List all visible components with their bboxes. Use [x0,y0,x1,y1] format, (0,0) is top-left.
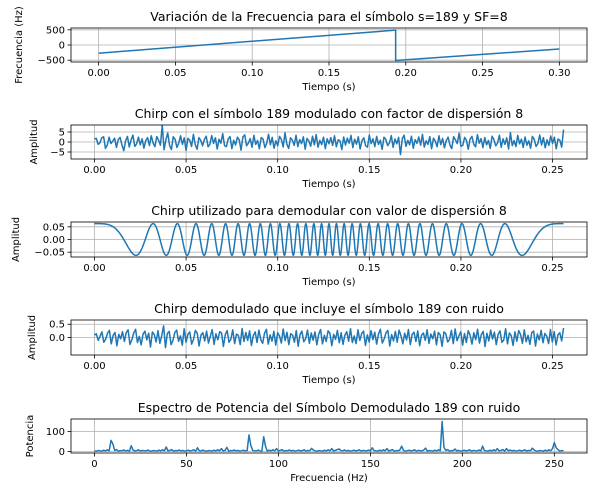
x-tick-label: 0.05 [175,263,197,274]
chart-title: Chirp con el símbolo 189 modulado con fa… [135,106,524,121]
series-line [98,29,560,62]
x-tick-label: 0.15 [318,68,340,79]
y-tick-label: −500 [38,56,65,67]
y-axis-label: Potencia [25,415,36,458]
x-axis-label: Tiempo (s) [301,82,355,93]
x-tick-label: 100 [269,459,288,470]
axes-frame [70,319,588,356]
y-tick-label: 0 [59,447,65,458]
subplot-2: 0.00 0.05 0.10 0.15 0.20 0.25 −505 Chirp con el… [29,106,588,190]
y-axis-label: Amplitud [29,119,40,164]
x-tick-label: 0.30 [548,68,570,79]
axes-frame [70,124,588,160]
y-axis-label: Amplitud [27,315,38,360]
x-tick-label: 0.10 [267,361,289,372]
x-tick-label: 250 [545,459,564,470]
x-tick-label: 0.20 [450,165,472,176]
chart-title: Variación de la Frecuencia para el símbo… [150,9,507,24]
y-tick-label: 0.0 [49,333,65,344]
y-tick-label: 500 [46,25,65,36]
axes-frame [70,418,588,454]
series-line [94,420,564,452]
chart-title: Chirp demodulado que incluye el símbolo … [154,301,504,316]
x-axis-label: Tiempo (s) [301,277,355,288]
x-tick-label: 0.15 [358,165,380,176]
x-tick-label: 0.00 [83,263,105,274]
subplot-4: 0.00 0.05 0.10 0.15 0.20 0.25 0.0 0.5 Chirp demo… [27,301,588,386]
x-tick-label: 0.15 [358,361,380,372]
x-tick-label: 0.20 [450,361,472,372]
y-tick-label: −5 [50,148,65,159]
axes-frame [70,221,588,258]
y-tick-label: 5 [59,128,65,139]
x-tick-label: 0.25 [471,68,493,79]
y-tick-label: 100 [46,427,65,438]
y-axis-label: Amplitud [11,217,22,262]
series-line [94,222,564,257]
x-tick-label: 0.25 [541,361,563,372]
x-tick-label: 0.20 [450,263,472,274]
y-tick-label: 0.00 [43,235,65,246]
x-tick-label: 200 [453,459,472,470]
y-tick-label: 0.05 [43,222,65,233]
subplot-3: 0.00 0.05 0.10 0.15 0.20 0.25 −0.05 0.00 0.05 Chi… [11,203,588,288]
y-tick-label: 0 [59,138,65,149]
x-tick-label: 0.10 [267,165,289,176]
chart-title: Espectro de Potencia del Símbolo Demodul… [138,400,521,415]
x-tick-label: 0.00 [83,165,105,176]
y-tick-label: 0 [59,41,65,52]
y-tick-label: 0.5 [49,320,65,331]
x-axis-label: Tiempo (s) [301,179,355,190]
axes-frame [70,27,588,63]
x-axis-label: Tiempo (s) [301,375,355,386]
x-tick-label: 0.10 [267,263,289,274]
x-tick-label: 0.25 [541,263,563,274]
y-tick-label: −0.05 [34,248,65,259]
series-line [94,125,565,156]
x-tick-label: 0.15 [358,263,380,274]
x-tick-label: 0.00 [88,68,110,79]
subplot-5: 0 50 100 150 200 250 0 100 Espectro de Potencia … [25,400,588,484]
x-tick-label: 0 [91,459,97,470]
subplot-1: 0.00 0.05 0.10 0.15 0.20 0.25 0.30 −500 0 500 Vari… [14,6,588,93]
x-tick-label: 0.05 [164,68,186,79]
x-tick-label: 0.05 [175,361,197,372]
chart-title: Chirp utilizado para demodular con valor… [151,203,507,218]
x-tick-label: 0.20 [395,68,417,79]
x-tick-label: 0.05 [175,165,197,176]
x-tick-label: 0.25 [541,165,563,176]
series-line [94,325,565,349]
x-tick-label: 150 [361,459,380,470]
x-tick-label: 0.00 [83,361,105,372]
x-tick-label: 0.10 [241,68,263,79]
x-tick-label: 50 [180,459,193,470]
y-axis-label: Frecuencia (Hz) [14,6,25,84]
x-axis-label: Frecuencia (Hz) [290,473,368,484]
